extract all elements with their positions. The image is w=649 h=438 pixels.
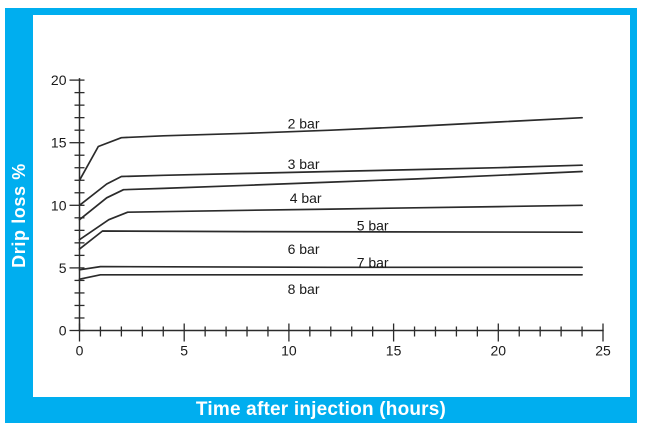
x-tick-label: 0	[76, 343, 84, 359]
x-tick-label: 5	[180, 343, 188, 359]
series-line-5-bar	[78, 204, 583, 241]
x-tick-label: 10	[281, 343, 297, 359]
y-tick-label: 5	[59, 260, 67, 276]
series-line-2-bar	[78, 116, 583, 182]
series-label-4-bar: 4 bar	[290, 190, 322, 206]
series-label-5-bar: 5 bar	[357, 217, 389, 233]
x-axis-title-strip: Time after injection (hours)	[5, 397, 637, 423]
series-label-3-bar: 3 bar	[288, 156, 320, 172]
x-tick-label: 15	[386, 343, 402, 359]
series-line-8-bar	[78, 273, 583, 281]
x-tick-label: 20	[491, 343, 507, 359]
series-line-3-bar	[78, 164, 583, 207]
y-tick-label: 0	[59, 323, 67, 339]
y-tick-label: 15	[51, 135, 67, 151]
series-label-6-bar: 6 bar	[288, 241, 320, 257]
series-label-2-bar: 2 bar	[288, 115, 320, 131]
x-tick-label: 25	[595, 343, 611, 359]
series-line-6-bar	[78, 230, 583, 250]
y-axis-title-strip: Drip loss %	[5, 8, 33, 423]
frame-right-bar	[630, 8, 637, 423]
y-tick-label: 20	[51, 72, 67, 88]
series-label-8-bar: 8 bar	[288, 281, 320, 297]
series-line-4-bar	[78, 170, 583, 221]
series-line-7-bar	[78, 265, 583, 271]
y-tick-label: 10	[51, 197, 67, 213]
x-axis-title: Time after injection (hours)	[195, 399, 447, 420]
frame-top-bar	[5, 8, 637, 15]
series-label-7-bar: 7 bar	[357, 254, 389, 270]
